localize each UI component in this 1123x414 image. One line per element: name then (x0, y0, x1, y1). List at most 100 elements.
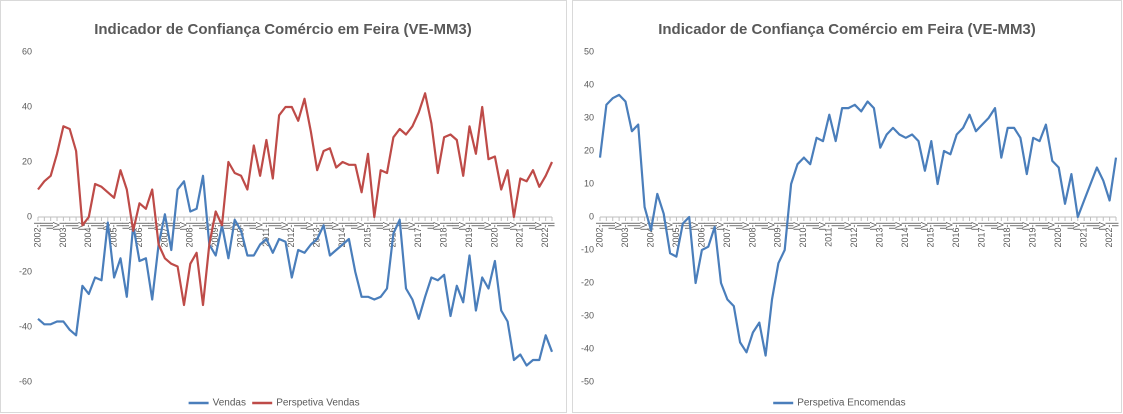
x-tick-label: III (350, 222, 360, 230)
x-tick-label: II (728, 222, 738, 227)
x-tick-label: 2017-I (413, 222, 423, 248)
x-tick-label: III (938, 222, 948, 230)
x-tick-label: III (1040, 222, 1050, 230)
legend-label: Vendas (213, 398, 246, 409)
x-tick-label: IV (741, 222, 751, 231)
x-tick-label: II (881, 222, 891, 227)
x-tick-label: IV (381, 222, 391, 231)
x-tick-label: III (862, 222, 872, 230)
x-tick-label: III (375, 222, 385, 230)
chart-title: Indicador de Confiança Comércio em Feira… (94, 21, 472, 38)
x-tick-label: III (913, 222, 923, 230)
y-tick-label: 40 (584, 79, 594, 89)
x-tick-label: III (223, 222, 233, 230)
x-tick-label: III (760, 222, 770, 230)
x-tick-label: II (601, 222, 611, 227)
legend-label: Perspetiva Vendas (276, 398, 359, 409)
y-tick-label: -30 (581, 310, 594, 320)
x-tick-label: IV (690, 222, 700, 231)
x-tick-label: II (754, 222, 764, 227)
x-tick-label: II (445, 222, 455, 227)
y-tick-label: 40 (22, 101, 32, 111)
y-tick-label: 0 (589, 211, 594, 221)
x-tick-label: IV (508, 222, 518, 231)
x-tick-label: IV (153, 222, 163, 231)
x-tick-label: 2011-I (824, 222, 834, 247)
x-tick-label: IV (483, 222, 493, 231)
y-tick-label: 10 (584, 178, 594, 188)
x-tick-label: III (502, 222, 512, 230)
x-tick-label: III (735, 222, 745, 230)
x-tick-label: II (39, 222, 49, 227)
y-tick-label: -20 (19, 266, 32, 276)
x-tick-label: 2020-I (1053, 222, 1063, 248)
x-tick-label: III (274, 222, 284, 230)
x-tick-label: 2007-I (159, 222, 169, 248)
x-tick-label: II (419, 222, 429, 227)
y-tick-label: 50 (584, 46, 594, 56)
x-tick-label: IV (331, 222, 341, 231)
x-tick-label: 2013-I (312, 222, 322, 248)
x-tick-label: II (1110, 222, 1120, 227)
x-tick-label: III (172, 222, 182, 230)
x-tick-label: IV (432, 222, 442, 231)
x-tick-label: 2008-I (185, 222, 195, 248)
x-tick-label: IV (1047, 222, 1057, 231)
x-tick-label: II (64, 222, 74, 227)
x-tick-label: 2011-I (261, 222, 271, 247)
x-tick-label: III (633, 222, 643, 230)
x-tick-label: 2004-I (645, 222, 655, 248)
x-tick-label: II (1059, 222, 1069, 227)
y-tick-label: -40 (19, 321, 32, 331)
x-tick-label: IV (407, 222, 417, 231)
x-tick-label: III (477, 222, 487, 230)
x-tick-label: 2003-I (620, 222, 630, 248)
x-tick-label: III (324, 222, 334, 230)
x-tick-label: IV (178, 222, 188, 231)
x-tick-label: 2005-I (671, 222, 681, 248)
x-tick-label: 2002-I (594, 222, 604, 248)
x-tick-label: IV (996, 222, 1006, 231)
x-tick-label: IV (792, 222, 802, 231)
x-tick-label: 2010-I (798, 222, 808, 248)
x-tick-label: II (626, 222, 636, 227)
x-tick-label: III (248, 222, 258, 230)
x-tick-label: II (652, 222, 662, 227)
x-tick-label: II (1008, 222, 1018, 227)
x-tick-label: 2014-I (337, 222, 347, 248)
x-tick-label: 2018-I (438, 222, 448, 248)
x-tick-label: 2006-I (134, 222, 144, 248)
x-tick-label: 2008-I (747, 222, 757, 248)
x-tick-label: 2019-I (464, 222, 474, 248)
x-tick-label: IV (305, 222, 315, 231)
x-tick-label: 2003-I (58, 222, 68, 248)
x-tick-label: II (983, 222, 993, 227)
x-tick-label: II (470, 222, 480, 227)
x-tick-label: 2010-I (235, 222, 245, 248)
x-tick-label: II (166, 222, 176, 227)
x-tick-label: 2018-I (1002, 222, 1012, 248)
x-tick-label: III (607, 222, 617, 230)
x-tick-label: IV (1021, 222, 1031, 231)
y-tick-label: 20 (584, 145, 594, 155)
legend-label: Perspetiva Encomendas (797, 398, 905, 409)
x-tick-label: III (785, 222, 795, 230)
x-tick-label: II (242, 222, 252, 227)
x-tick-label: II (496, 222, 506, 227)
x-tick-label: 2012-I (286, 222, 296, 248)
y-tick-label: -50 (581, 376, 594, 386)
x-tick-label: III (70, 222, 80, 230)
x-tick-label: 2006-I (696, 222, 706, 248)
x-tick-label: II (89, 222, 99, 227)
x-tick-label: 2017-I (977, 222, 987, 248)
x-tick-label: II (1085, 222, 1095, 227)
x-tick-label: IV (77, 222, 87, 231)
x-tick-label: 2009-I (210, 222, 220, 248)
x-tick-label: III (45, 222, 55, 230)
x-tick-label: IV (715, 222, 725, 231)
x-tick-label: IV (280, 222, 290, 231)
x-tick-label: II (932, 222, 942, 227)
x-tick-label: 2016-I (951, 222, 961, 248)
x-tick-label: IV (919, 222, 929, 231)
